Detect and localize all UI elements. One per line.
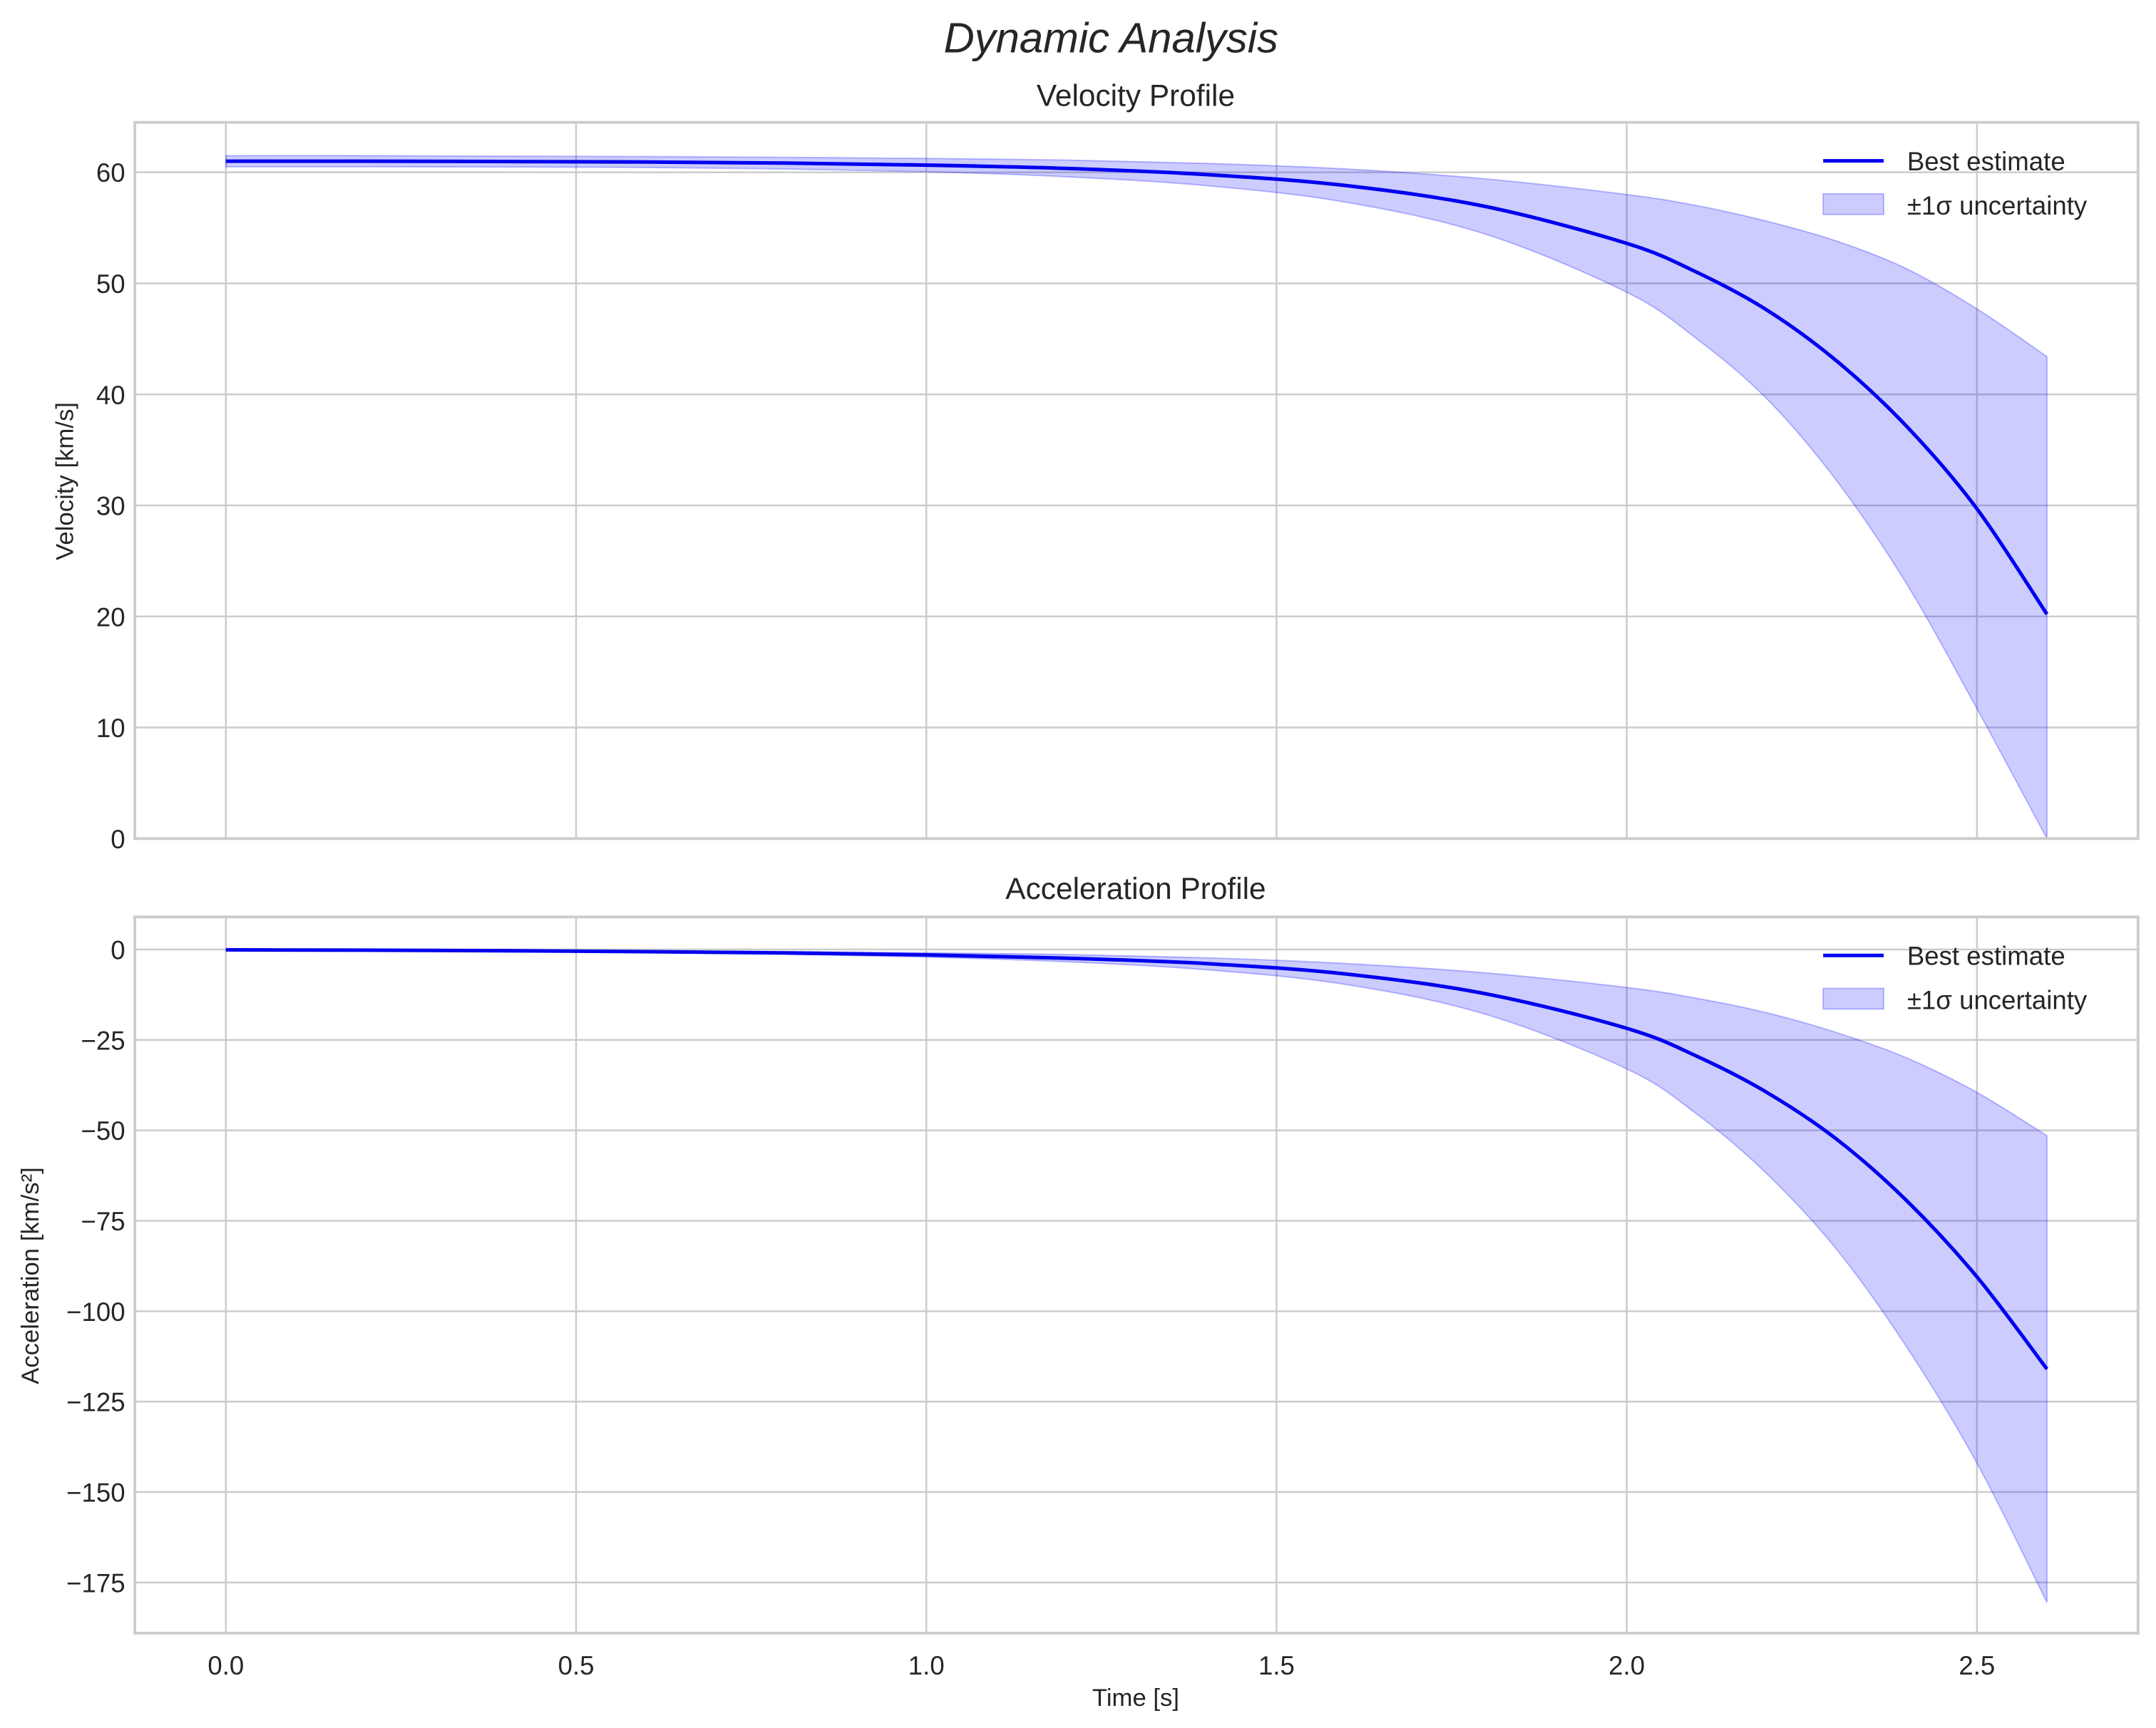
y-tick-label: −25 <box>81 1026 125 1055</box>
y-tick-label: 40 <box>96 381 125 410</box>
y-tick-label: 60 <box>96 158 125 187</box>
y-tick-label: 0 <box>111 825 125 854</box>
y-tick-label: 10 <box>96 714 125 743</box>
velocity-y-axis-label: Velocity [km/s] <box>51 402 78 560</box>
y-tick-label: −175 <box>66 1568 125 1598</box>
y-tick-label: 30 <box>96 492 125 521</box>
velocity-uncertainty-band <box>225 155 2048 839</box>
velocity-y-tick-labels: 0 10 20 30 40 50 60 <box>96 158 125 854</box>
acceleration-y-tick-labels: 0 −25 −50 −75 −100 −125 −150 −175 <box>66 935 125 1598</box>
y-tick-label: −75 <box>81 1207 125 1236</box>
x-tick-labels: 0.0 0.5 1.0 1.5 2.0 2.5 <box>207 1651 1995 1680</box>
y-tick-label: −100 <box>66 1297 125 1327</box>
acceleration-gridlines <box>135 917 2138 1633</box>
acceleration-legend: Best estimate ±1σ uncertainty <box>1822 942 2088 1014</box>
y-tick-label: −150 <box>66 1478 125 1508</box>
legend-label-best-estimate: Best estimate <box>1907 942 2065 971</box>
velocity-axes-frame <box>133 120 2140 840</box>
x-tick-label: 2.5 <box>1959 1651 1995 1680</box>
velocity-best-estimate-line <box>225 159 2049 616</box>
acceleration-chart-title: Acceleration Profile <box>1005 872 1266 905</box>
velocity-chart-title: Velocity Profile <box>1037 78 1235 112</box>
x-axis-label: Time [s] <box>1092 1685 1179 1712</box>
y-tick-label: −125 <box>66 1388 125 1417</box>
legend-label-uncertainty: ±1σ uncertainty <box>1907 985 2088 1014</box>
x-tick-label: 0.0 <box>207 1651 244 1680</box>
y-tick-label: 0 <box>111 935 125 965</box>
velocity-chart: Velocity Profile 0 10 20 30 40 50 60 Velocity … <box>51 78 2140 854</box>
y-tick-label: −50 <box>81 1116 125 1146</box>
legend-label-best-estimate: Best estimate <box>1907 147 2065 176</box>
x-tick-label: 1.0 <box>908 1651 945 1680</box>
acceleration-chart: Acceleration Profile 0 −25 −50 −75 −100 −125 −… <box>17 872 2140 1712</box>
acceleration-best-estimate-line <box>225 947 2049 1371</box>
legend-band-swatch-icon <box>1822 192 1885 215</box>
y-tick-label: 20 <box>96 602 125 632</box>
figure-suptitle: Dynamic Analysis <box>944 14 1278 61</box>
x-tick-label: 0.5 <box>558 1651 595 1680</box>
velocity-legend: Best estimate ±1σ uncertainty <box>1822 147 2088 220</box>
legend-band-swatch-icon <box>1822 987 1885 1010</box>
acceleration-uncertainty-band <box>225 949 2048 1603</box>
x-tick-label: 1.5 <box>1258 1651 1295 1680</box>
legend-label-uncertainty: ±1σ uncertainty <box>1907 191 2088 220</box>
x-tick-label: 2.0 <box>1608 1651 1645 1680</box>
acceleration-axes-frame <box>133 915 2140 1635</box>
y-tick-label: 50 <box>96 269 125 299</box>
acceleration-y-axis-label: Acceleration [km/s²] <box>17 1167 44 1384</box>
